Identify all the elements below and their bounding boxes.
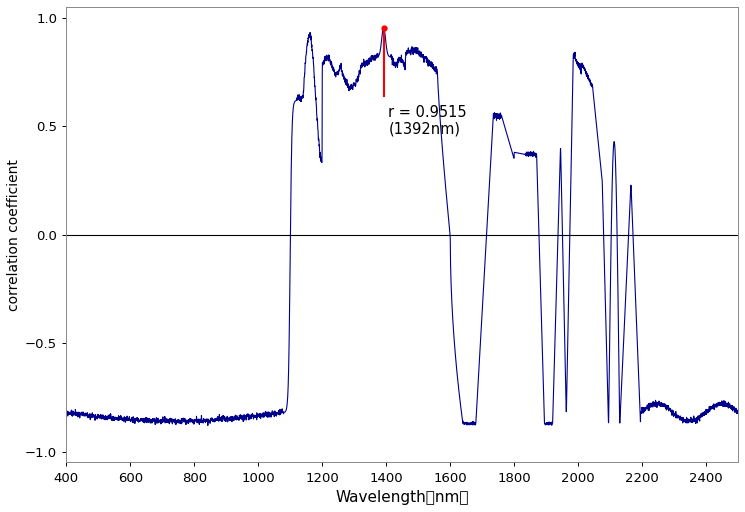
Y-axis label: correlation coefficient: correlation coefficient: [7, 159, 21, 311]
Text: r = 0.9515
(1392nm): r = 0.9515 (1392nm): [388, 104, 467, 137]
X-axis label: Wavelength（nm）: Wavelength（nm）: [335, 490, 469, 505]
